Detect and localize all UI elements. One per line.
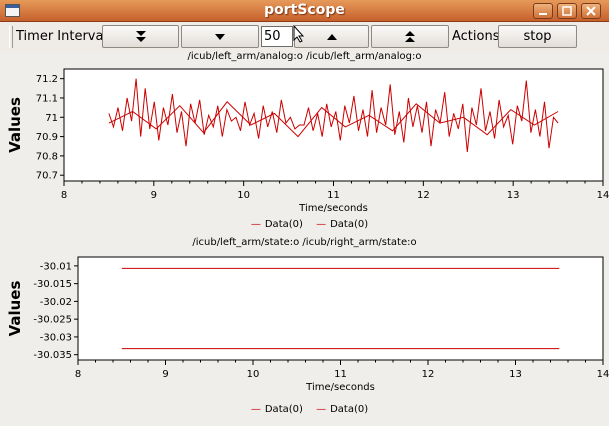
legend-swatch-icon: —	[316, 404, 327, 415]
y-axis-label: Values	[6, 281, 24, 337]
y-tick-label: 70.7	[36, 171, 58, 182]
toolbar: Timer Interval Actions stop	[0, 22, 609, 52]
plot-2-title: /icub/left_arm/state:o /icub/right_arm/s…	[192, 237, 417, 248]
double-down-arrow-icon	[135, 30, 146, 42]
legend-swatch-icon: —	[250, 404, 261, 415]
y-tick-label: 71	[45, 113, 58, 124]
x-tick-label: 10	[237, 190, 250, 201]
plot-1-legend: — Data(0) — Data(0)	[0, 219, 609, 230]
x-tick-label: 13	[509, 369, 522, 380]
series-line-2	[108, 101, 559, 138]
series-line-1	[108, 78, 559, 153]
plot-1-title: /icub/left_arm/analog:o /icub/left_arm/a…	[187, 51, 422, 62]
plot-area	[63, 68, 604, 182]
timer-interval-label: Timer Interval	[16, 29, 108, 44]
legend-entry: Data(0)	[264, 404, 303, 415]
y-tick-label: 71.1	[36, 93, 58, 104]
legend-swatch-icon: —	[316, 219, 327, 230]
y-tick-label: 71.2	[36, 74, 58, 85]
x-tick-label: 12	[422, 369, 435, 380]
x-tick-label: 13	[507, 190, 520, 201]
legend-entry: Data(0)	[264, 219, 303, 230]
x-axis-label: Time/seconds	[298, 203, 368, 214]
plot-area	[77, 256, 604, 361]
y-tick-label: -30.025	[33, 315, 72, 326]
title-bar[interactable]: portScope	[0, 0, 609, 22]
decrease-fast-button[interactable]	[102, 25, 179, 48]
decrease-button[interactable]	[181, 25, 259, 48]
x-tick-label: 8	[61, 190, 67, 201]
y-tick-label: -30.03	[40, 332, 72, 343]
x-tick-label: 9	[162, 369, 168, 380]
increase-fast-button[interactable]	[371, 25, 449, 48]
mouse-pointer-icon	[293, 25, 305, 43]
plot-2[interactable]: -30.01 -30.015 -30.02 -30.025 -30.03 -30.0358…	[0, 250, 609, 402]
x-tick-label: 14	[597, 190, 609, 201]
y-tick-label: -30.035	[33, 350, 72, 361]
x-tick-label: 12	[417, 190, 430, 201]
actions-label: Actions	[452, 29, 500, 44]
x-tick-label: 10	[247, 369, 260, 380]
legend-entry: Data(0)	[330, 219, 369, 230]
stop-button[interactable]: stop	[498, 25, 577, 48]
window-title: portScope	[264, 2, 345, 18]
y-tick-label: -30.01	[40, 261, 72, 272]
down-arrow-icon	[215, 33, 225, 40]
minimize-icon[interactable]	[533, 3, 553, 19]
y-axis-label: Values	[6, 97, 24, 153]
y-tick-label: 70.8	[36, 151, 58, 162]
y-tick-label: 70.9	[36, 132, 58, 143]
legend-swatch-icon: —	[250, 219, 261, 230]
double-up-arrow-icon	[405, 30, 415, 42]
y-tick-label: -30.02	[40, 297, 72, 308]
x-tick-label: 11	[327, 190, 340, 201]
x-tick-label: 8	[75, 369, 81, 380]
plot-1[interactable]: 70.7 70.8 70.9 71 71.1 71.2 8 9 10 11 12 13 14 Time/s…	[0, 63, 609, 228]
timer-interval-input[interactable]	[261, 26, 293, 47]
maximize-icon[interactable]	[557, 3, 577, 19]
legend-entry: Data(0)	[330, 404, 369, 415]
x-axis-label: Time/seconds	[305, 382, 375, 393]
plot-2-legend: — Data(0) — Data(0)	[0, 404, 609, 415]
increase-button[interactable]	[294, 25, 369, 48]
y-tick-label: -30.015	[33, 279, 72, 290]
toolbar-grip[interactable]	[9, 26, 13, 48]
x-tick-label: 14	[597, 369, 609, 380]
close-icon[interactable]	[581, 3, 601, 19]
up-arrow-icon	[326, 33, 337, 40]
x-tick-label: 11	[334, 369, 347, 380]
app-window-icon[interactable]	[5, 4, 20, 17]
x-tick-label: 9	[151, 190, 157, 201]
